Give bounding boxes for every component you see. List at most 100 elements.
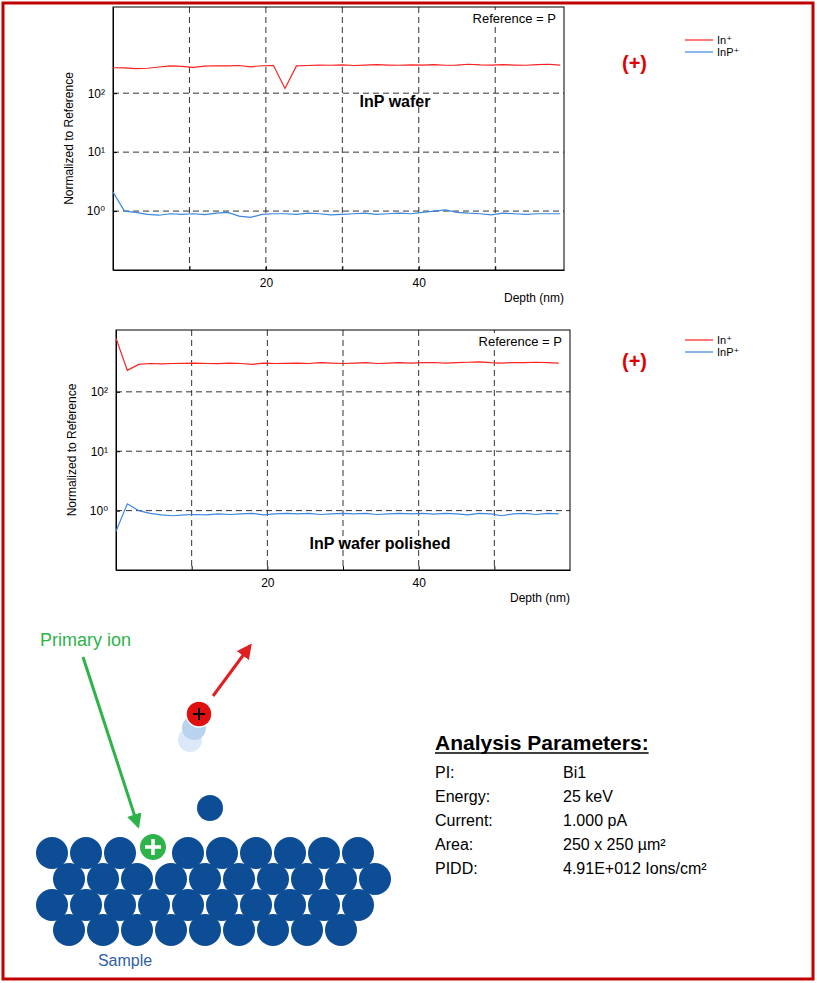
- parameter-value: Bi1: [563, 764, 586, 781]
- polarity-label: (+): [622, 350, 647, 372]
- legend-swatch: [685, 339, 713, 340]
- tick-mark: [419, 266, 420, 270]
- x-axis: 2040: [117, 566, 571, 590]
- primary-ion-label: Primary ion: [40, 630, 131, 650]
- tick-label: 10⁰: [90, 504, 108, 518]
- legend-label: InP⁺: [717, 346, 740, 358]
- parameter-label: Energy:: [435, 788, 490, 805]
- parameter-label: Area:: [435, 836, 473, 853]
- y-axis-title: Normalized to Reference: [65, 383, 79, 516]
- grid-line-x: [189, 7, 190, 270]
- y-axis-line: [113, 8, 114, 271]
- tick-mark: [189, 266, 190, 270]
- parameter-value: 4.91E+012 Ions/cm²: [563, 860, 707, 877]
- outer-frame: [3, 3, 813, 979]
- tick-label: 20: [260, 276, 274, 290]
- tick-mark: [113, 211, 117, 212]
- tick: [343, 566, 344, 570]
- primary-ion: [139, 833, 167, 861]
- atom: [121, 914, 153, 946]
- chart-title: InP wafer polished: [309, 535, 450, 552]
- legend-label: In⁺: [717, 34, 732, 46]
- legend-swatch: [685, 51, 713, 52]
- grid-line-x: [267, 330, 268, 570]
- sample-label: Sample: [98, 952, 152, 969]
- tick: 40: [412, 566, 426, 590]
- sputtered-atom: [197, 795, 223, 821]
- grid: [116, 330, 570, 570]
- tick-label: 10¹: [88, 145, 105, 159]
- grid-line-x: [418, 330, 419, 570]
- tick: [495, 266, 496, 270]
- series-group: [113, 64, 560, 217]
- grid-line-x: [494, 330, 495, 570]
- legend: In⁺InP⁺: [685, 34, 740, 58]
- tick-label: 40: [412, 576, 426, 590]
- tick: [342, 266, 343, 270]
- tick-label: 10²: [88, 87, 105, 101]
- tick-mark: [192, 566, 193, 570]
- x-axis-line: [117, 570, 571, 571]
- legend: In⁺InP⁺: [685, 334, 740, 358]
- chart-title: InP wafer: [360, 93, 431, 110]
- grid-line-y: [116, 451, 570, 452]
- parameter-value: 25 keV: [563, 788, 613, 805]
- series-group: [116, 338, 559, 531]
- reference-label: Reference = P: [473, 11, 556, 26]
- tick-mark: [495, 266, 496, 270]
- secondary-arrow: [213, 646, 250, 696]
- x-axis-title: Depth (nm): [510, 591, 570, 605]
- grid: [113, 7, 564, 270]
- tick: 10²: [91, 385, 120, 399]
- grid-line-x: [418, 7, 419, 270]
- parameter-label: PI:: [435, 764, 455, 781]
- grid-line-y: [116, 391, 570, 392]
- legend-label: InP⁺: [717, 46, 740, 58]
- grid-line-y: [113, 211, 564, 212]
- tick-mark: [342, 266, 343, 270]
- chart: 2040 10⁰ 10¹ 10² In⁺InP⁺ InP wafer polished Re…: [65, 330, 740, 605]
- tick-label: 10¹: [91, 445, 108, 459]
- reference-label: Reference = P: [479, 334, 562, 349]
- tick-label: 10²: [91, 385, 108, 399]
- tick-mark: [116, 451, 120, 452]
- secondary-ion: [186, 701, 212, 727]
- grid-line-x: [495, 7, 496, 270]
- y-axis: 10⁰ 10¹ 10²: [90, 331, 120, 571]
- grid-line-x: [265, 7, 266, 270]
- grid-line-x: [343, 330, 344, 570]
- chart: 204010⁰10¹10²In⁺InP⁺InP waferReference =…: [62, 7, 740, 305]
- label-background: [476, 333, 565, 350]
- legend-swatch: [685, 351, 713, 352]
- legend-label: In⁺: [717, 334, 732, 346]
- diagram: Primary ion Sample: [36, 630, 391, 969]
- polarity-label: (+): [622, 52, 647, 74]
- atom: [223, 914, 255, 946]
- tick: 10⁰: [90, 504, 120, 518]
- x-axis-title: Depth (nm): [504, 291, 564, 305]
- tick-mark: [113, 93, 117, 94]
- tick: [189, 266, 190, 270]
- series-line: [113, 64, 560, 88]
- tick: 40: [413, 266, 427, 290]
- parameters-title: Analysis Parameters:: [435, 731, 649, 754]
- tick-mark: [113, 152, 117, 153]
- parameter-label: Current:: [435, 812, 493, 829]
- ion-plus: [145, 839, 161, 855]
- y-axis-title: Normalized to Reference: [62, 72, 76, 205]
- tick-mark: [419, 566, 420, 570]
- atom: [291, 914, 323, 946]
- plot-frame: [116, 330, 570, 570]
- title-underline: [435, 752, 649, 754]
- parameter-label: PIDD:: [435, 860, 478, 877]
- tick-mark: [267, 566, 268, 570]
- tick: 10¹: [88, 145, 117, 159]
- grid-line-y: [116, 510, 570, 511]
- x-axis: 2040: [114, 266, 565, 290]
- parameter-value: 250 x 250 µm²: [563, 836, 666, 853]
- tick-mark: [494, 566, 495, 570]
- ion-plus: [193, 708, 205, 720]
- tick: 10²: [88, 87, 117, 101]
- grid-line-x: [191, 330, 192, 570]
- tick-mark: [266, 266, 267, 270]
